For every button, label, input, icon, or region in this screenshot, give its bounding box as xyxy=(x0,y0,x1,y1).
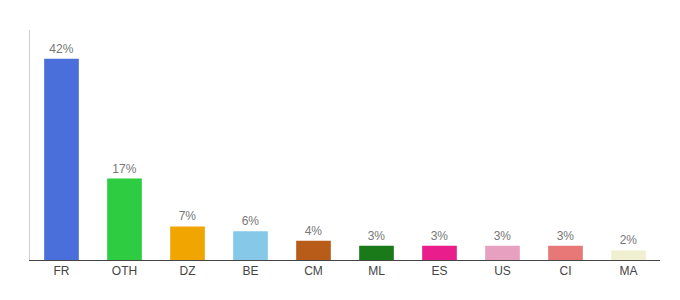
svg-text:17%: 17% xyxy=(112,162,136,176)
svg-text:MA: MA xyxy=(620,264,638,278)
svg-text:3%: 3% xyxy=(431,229,449,243)
svg-text:US: US xyxy=(494,264,511,278)
svg-text:CI: CI xyxy=(560,264,572,278)
svg-text:3%: 3% xyxy=(368,229,386,243)
svg-text:4%: 4% xyxy=(305,224,323,238)
svg-text:DZ: DZ xyxy=(180,264,196,278)
svg-text:ML: ML xyxy=(368,264,385,278)
svg-text:7%: 7% xyxy=(179,209,197,223)
svg-text:OTH: OTH xyxy=(112,264,137,278)
svg-text:FR: FR xyxy=(54,264,70,278)
svg-text:42%: 42% xyxy=(49,42,73,56)
svg-text:2%: 2% xyxy=(620,233,638,247)
svg-text:CM: CM xyxy=(304,264,323,278)
svg-text:3%: 3% xyxy=(494,229,512,243)
svg-text:3%: 3% xyxy=(557,229,575,243)
svg-text:ES: ES xyxy=(431,264,447,278)
svg-text:BE: BE xyxy=(242,264,258,278)
svg-text:6%: 6% xyxy=(242,214,260,228)
